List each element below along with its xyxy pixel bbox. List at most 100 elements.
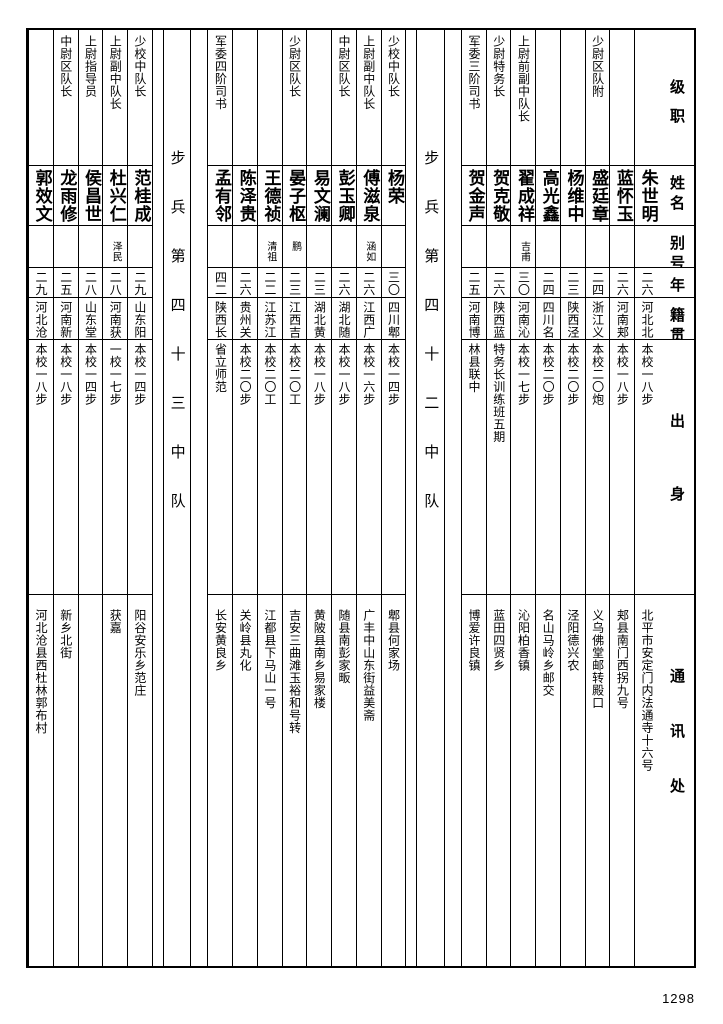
cell-name: 翟成祥 <box>511 165 536 225</box>
cell-age: 三〇 <box>511 267 536 297</box>
cell-address: 泾阳德兴农 <box>560 593 585 966</box>
person-column: 中尉区队长 彭玉卿 二六 湖北随县 本校一八步 随县南彭家畈 <box>331 30 356 966</box>
person-column: 上尉前副中队长 翟成祥 吉甫 三〇 河南沁阳 本校一七步 沁阳柏香镇 <box>510 30 536 966</box>
cell-school: 林县联中 <box>462 338 486 594</box>
cell-rank: 上尉指导员 <box>83 35 98 98</box>
person-column: 军委四阶司书 孟有邻 四二 陕西长安 省立师范 长安黄良乡 <box>207 30 233 966</box>
cell-alias <box>536 225 560 267</box>
cell-address <box>78 593 103 966</box>
cell-age: 二六 <box>332 267 356 297</box>
cell-alias <box>381 225 406 267</box>
person-column: 少尉区队附 盛廷章 二四 浙江义乌 本校二〇炮 义乌佛堂邮转殿口 <box>584 30 610 966</box>
person-column: 上尉指导员 侯昌世 二八 山东堂邑 本校一四步 <box>77 30 103 966</box>
cell-origin: 陕西泾县 <box>560 296 585 339</box>
cell-origin: 河南获嘉 <box>103 296 127 339</box>
cell-school: 本校一八步 <box>53 338 78 594</box>
cell-alias <box>208 225 233 267</box>
cell-name: 朱世明 <box>635 165 659 225</box>
person-column: 少尉区队长 晏子枢 鹏 二三 江西吉安 本校二〇工 吉安三曲滩玉裕和号转 <box>281 30 307 966</box>
cell-name: 范桂成 <box>127 165 152 225</box>
cell-school: 本校一六步 <box>356 338 381 594</box>
cell-school: 本校一七步 <box>511 338 536 594</box>
cell-age: 二二 <box>257 267 282 297</box>
group-spacer <box>151 30 163 966</box>
cell-rank <box>258 30 282 165</box>
cell-rank <box>610 30 634 165</box>
cell-alias <box>233 225 257 267</box>
cell-rank: 上尉副中队长 <box>361 35 376 110</box>
cell-school: 本校一四步 <box>127 338 152 594</box>
cell-alias: 泽民 <box>103 225 127 267</box>
cell-alias <box>610 225 635 267</box>
cell-address: 广丰中山东街益美斋 <box>356 593 381 966</box>
cell-school: 本校二〇步 <box>536 338 560 594</box>
cell-name: 贺金声 <box>462 165 486 225</box>
cell-age: 二九 <box>127 267 152 297</box>
person-column: 杨维中 二三 陕西泾县 本校二〇步 泾阳德兴农 <box>559 30 585 966</box>
cell-origin: 湖北随县 <box>332 296 356 339</box>
cell-age: 二四 <box>536 267 560 297</box>
cell-origin: 贵州关岭 <box>233 296 257 339</box>
cell-age: 二八 <box>78 267 103 297</box>
person-column: 上尉副中队长 杜兴仁 泽民 二八 河南获嘉 一校一七步 获嘉 <box>102 30 127 966</box>
cell-age: 二五 <box>462 267 486 297</box>
cell-school: 本校二〇步 <box>233 338 257 594</box>
cell-age: 二六 <box>486 267 511 297</box>
cell-school: 本校一八步 <box>635 338 659 594</box>
roster-table: 级职 姓名 别号 年龄 籍贯 出身 通讯处 朱世明 二六 河北北平 本校一八步 … <box>26 28 696 968</box>
cell-address: 长安黄良乡 <box>208 593 233 966</box>
cell-rank <box>29 30 53 165</box>
unit-name-43: 步兵第四十三中队 <box>162 30 191 966</box>
cell-age: 二九 <box>29 267 53 297</box>
cell-address: 义乌佛堂邮转殿口 <box>585 593 610 966</box>
cell-name: 彭玉卿 <box>332 165 356 225</box>
cell-age: 二六 <box>233 267 257 297</box>
person-column: 少尉特务长 贺克敬 二六 陕西蓝田 特务长训练班五期 蓝田四贤乡 <box>485 30 511 966</box>
group-spacer <box>443 30 461 966</box>
cell-origin: 陕西长安 <box>208 296 233 339</box>
cell-school: 本校一四步 <box>381 338 406 594</box>
cell-alias <box>78 225 103 267</box>
cell-rank <box>536 30 560 165</box>
cell-address: 随县南彭家畈 <box>332 593 356 966</box>
cell-name: 傅滋泉 <box>356 165 381 225</box>
cell-age: 二八 <box>103 267 127 297</box>
cell-name: 孟有邻 <box>208 165 233 225</box>
cell-rank: 少尉区队附 <box>590 35 605 98</box>
cell-origin: 河南博爱 <box>462 296 486 339</box>
row-header-rank: 级职 <box>668 79 687 137</box>
cell-rank: 上尉前副中队长 <box>516 35 531 123</box>
cell-address: 黄陂县南乡易家楼 <box>307 593 332 966</box>
cell-address: 江都县下马山一号 <box>257 593 282 966</box>
cell-name: 侯昌世 <box>78 165 103 225</box>
cell-name: 杨荣 <box>381 165 406 225</box>
cell-alias <box>332 225 356 267</box>
cell-school: 本校二〇工 <box>257 338 282 594</box>
cell-alias <box>53 225 78 267</box>
cell-rank: 少尉区队长 <box>287 35 302 98</box>
cell-address: 关岭县丸化 <box>233 593 257 966</box>
cell-age: 二六 <box>356 267 381 297</box>
cell-age: 二六 <box>610 267 635 297</box>
cell-alias <box>127 225 152 267</box>
cell-age: 二三 <box>307 267 332 297</box>
row-header-school: 出身 <box>658 338 694 594</box>
cell-age: 二五 <box>53 267 78 297</box>
cell-school: 本校一八步 <box>610 338 635 594</box>
person-column: 中尉区队长 龙雨修 二五 河南新乡 本校一八步 新乡北街 <box>52 30 78 966</box>
person-column: 王德祯 清祖 二二 江苏江都 本校二〇工 江都县下马山一号 <box>256 30 282 966</box>
cell-rank: 中尉区队长 <box>337 35 352 98</box>
cell-origin: 山东堂邑 <box>78 296 103 339</box>
cell-alias <box>635 225 659 267</box>
cell-alias <box>585 225 610 267</box>
cell-alias <box>462 225 486 267</box>
cell-rank <box>561 30 585 165</box>
cell-origin: 河北沧县 <box>29 296 53 339</box>
cell-address: 河北沧县西杜林郭布村 <box>29 593 53 966</box>
person-column: 朱世明 二六 河北北平 本校一八步 北平市安定门内法通寺十六号 <box>634 30 659 966</box>
cell-name: 蓝怀玉 <box>610 165 635 225</box>
person-column: 蓝怀玉 二六 河南郏县 本校一八步 郏县南门西拐九号 <box>609 30 635 966</box>
cell-alias: 涵如 <box>356 225 381 267</box>
cell-name: 杨维中 <box>560 165 585 225</box>
